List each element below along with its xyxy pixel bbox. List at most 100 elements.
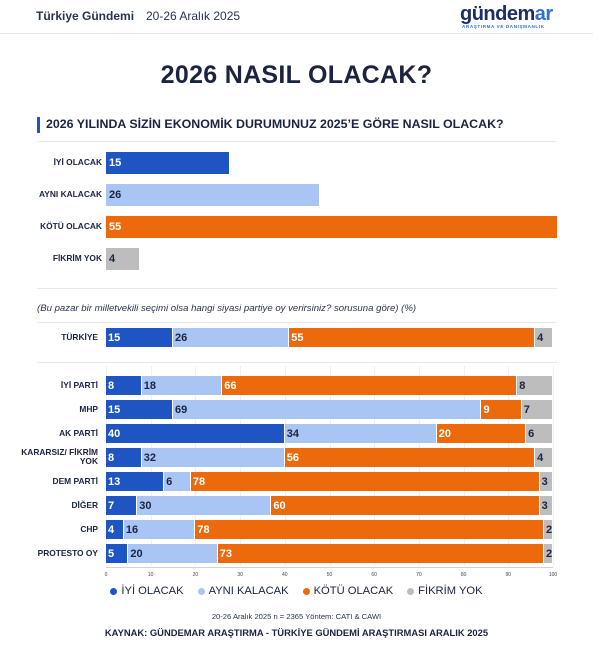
logo-accent: ar [534, 3, 553, 25]
logo-subtitle: ARAŞTIRMA VE DANIŞMANLIK [462, 24, 545, 29]
segment-value-kotu: 9 [483, 404, 490, 416]
segment-value-ayni: 69 [175, 404, 188, 416]
tick-label-5: 50 [326, 572, 333, 578]
legend-item-ayni: AYNI KALACAK [197, 585, 289, 597]
segment-iyi [106, 328, 174, 347]
legend-item-fikrim: FİKRİM YOK [407, 585, 483, 597]
legend-dot-fikrim [407, 587, 415, 595]
segment-fikrim [544, 520, 553, 539]
segment-kotu [222, 376, 518, 395]
bar-kotu [106, 216, 557, 238]
segment-value-ayni: 32 [143, 452, 156, 464]
segment-kotu [284, 448, 536, 467]
bar-ayni [106, 184, 320, 206]
report-title: Türkiye Gündemi [36, 9, 135, 23]
question-accent-bar [37, 117, 40, 133]
segment-value-kotu: 56 [286, 452, 300, 464]
tick-label-4: 40 [282, 572, 288, 578]
logo-main: gündem [460, 3, 535, 25]
row-label-0: TÜRKİYE [61, 332, 98, 342]
bar-value-fikrim: 4 [109, 253, 116, 265]
bar-value-ayni: 26 [109, 189, 122, 201]
legend-dot-ayni [197, 587, 205, 595]
segment-value-ayni: 20 [130, 548, 143, 560]
segment-value-kotu: 78 [192, 476, 206, 488]
segment-value-fikrim: 4 [537, 332, 544, 344]
segment-value-fikrim: 8 [519, 380, 526, 392]
tick-label-9: 90 [505, 572, 512, 578]
top-bar: Türkiye Gündemi 20-26 Aralık 2025 gündem… [0, 0, 593, 34]
row-label-7: CHP [80, 524, 98, 534]
row-label-5: DEM PARTİ [52, 476, 98, 486]
tick-label-8: 80 [460, 572, 467, 578]
segment-kotu [217, 544, 545, 563]
bar-value-iyi: 15 [109, 157, 122, 169]
source-line: KAYNAK: GÜNDEMAR ARAŞTIRMA - TÜRKİYE GÜN… [104, 627, 489, 638]
segment-value-iyi: 4 [108, 524, 115, 536]
report-date: 20-26 Aralık 2025 [146, 9, 241, 23]
segment-value-iyi: 15 [108, 332, 121, 344]
bar-label-0: İYİ OLACAK [53, 157, 102, 167]
bar-value-kotu: 55 [109, 221, 122, 233]
legend-dot-kotu [302, 587, 310, 595]
segment-value-iyi: 15 [108, 404, 121, 416]
segment-value-fikrim: 6 [528, 428, 535, 440]
segment-ayni [284, 424, 437, 443]
segment-fikrim [526, 424, 553, 443]
segment-fikrim [535, 328, 553, 347]
gundemar-logo: gündemar ARAŞTIRMA VE DANIŞMANLIK [460, 3, 570, 31]
tick-label-6: 60 [371, 572, 377, 578]
segment-fikrim [517, 376, 553, 395]
tick-label-3: 30 [237, 572, 243, 578]
segment-value-kotu: 73 [219, 548, 232, 560]
tick-label-1: 10 [147, 572, 154, 578]
segment-value-kotu: 66 [224, 380, 237, 392]
segment-value-fikrim: 2 [546, 524, 553, 536]
segment-value-ayni: 6 [166, 476, 173, 488]
segment-value-iyi: 40 [108, 428, 121, 440]
segment-ayni [173, 328, 290, 347]
row-label-6: DİĞER [71, 500, 98, 510]
segment-ayni [173, 400, 482, 419]
segment-value-fikrim: 3 [541, 500, 548, 512]
subquestion-divider [37, 322, 557, 323]
segment-ayni [141, 448, 285, 467]
segment-ayni [164, 472, 191, 491]
segment-iyi [106, 376, 142, 395]
row-label-3: AK PARTİ [59, 428, 98, 438]
segment-value-kotu: 20 [438, 428, 452, 440]
footnote: 20-26 Aralık 2025 n = 2365 Yöntem: CATI … [211, 612, 382, 621]
segment-fikrim [535, 448, 553, 467]
tick-label-0: 0 [104, 572, 108, 578]
section-divider [37, 288, 557, 289]
segment-iyi [106, 496, 138, 515]
segment-kotu [195, 520, 545, 539]
segment-value-ayni: 34 [286, 428, 300, 440]
segment-value-fikrim: 7 [523, 404, 530, 416]
bar-label-1: AYNI KALACAK [39, 189, 102, 199]
segment-iyi [106, 424, 285, 443]
segment-value-kotu: 78 [197, 524, 210, 536]
tick-label-7: 70 [416, 572, 422, 578]
segment-fikrim [539, 496, 553, 515]
segment-value-iyi: 8 [108, 452, 115, 464]
legend-label-fikrim: FİKRİM YOK [418, 585, 483, 597]
segment-kotu [481, 400, 522, 419]
segment-kotu [289, 328, 536, 347]
segment-kotu [190, 472, 540, 491]
bar-fikrim [106, 248, 139, 270]
segment-value-kotu: 60 [273, 500, 286, 512]
segment-value-ayni: 18 [143, 380, 156, 392]
segment-value-fikrim: 4 [537, 452, 544, 464]
legend-item-iyi: İYİ OLACAK [110, 585, 184, 597]
gridline-10 [553, 366, 554, 566]
bar-label-3: FİKRİM YOK [52, 253, 102, 263]
row-label-8: PROTESTO OY [37, 548, 98, 558]
main-title: 2026 NASIL OLACAK? [160, 61, 433, 89]
sub-question-text: (Bu pazar bir milletvekili seçimi olsa h… [37, 303, 417, 314]
tick-label-10: 100 [548, 572, 558, 578]
segment-value-iyi: 7 [108, 500, 115, 512]
row-label-4: KARARSIZ/ FİKRİM YOK [21, 447, 98, 466]
segment-value-fikrim: 3 [541, 476, 548, 488]
question-divider [37, 141, 557, 142]
